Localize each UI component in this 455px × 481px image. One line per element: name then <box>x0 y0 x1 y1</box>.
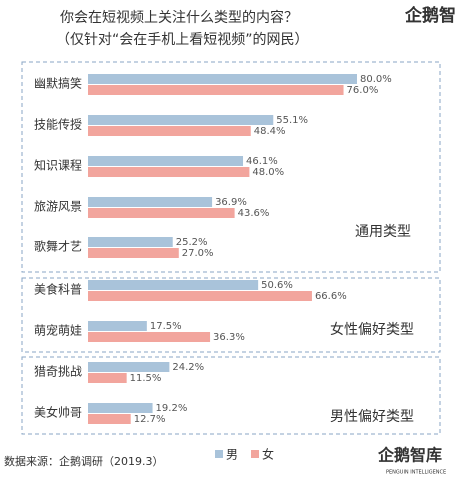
category-label: 美女帅哥 <box>34 405 82 420</box>
value-label: 36.3% <box>213 332 245 343</box>
bar <box>88 403 153 413</box>
category-label: 技能传授 <box>34 117 82 132</box>
group-box <box>21 356 441 435</box>
legend-swatch <box>215 450 223 458</box>
logo: 企鹅智库 <box>377 446 442 465</box>
bar <box>88 208 235 218</box>
bar <box>88 126 251 136</box>
value-label: 11.5% <box>130 373 162 384</box>
value-label: 46.1% <box>246 156 278 167</box>
value-label: 48.4% <box>254 126 286 137</box>
bar <box>88 291 312 301</box>
bar <box>88 115 274 125</box>
value-label: 24.2% <box>172 362 204 373</box>
legend-label: 女 <box>262 447 274 462</box>
value-label: 36.9% <box>215 197 247 208</box>
chart-subtitle: （仅针对“会在手机上看短视频”的网民） <box>56 32 309 48</box>
bar <box>88 321 147 331</box>
bar <box>88 414 131 424</box>
category-label: 知识课程 <box>34 158 82 173</box>
value-label: 17.5% <box>150 321 182 332</box>
category-label: 歌舞才艺 <box>34 239 82 254</box>
logo: 企鹅智 <box>404 5 455 26</box>
category-label: 猎奇挑战 <box>34 365 82 379</box>
legend-label: 男 <box>226 448 238 462</box>
value-label: 12.7% <box>134 414 166 425</box>
bar <box>88 197 213 207</box>
group-label: 女性偏好类型 <box>330 321 414 338</box>
legend-swatch <box>251 450 259 458</box>
bar <box>88 237 173 247</box>
value-label: 80.0% <box>360 74 392 85</box>
chart-title: 你会在短视频上关注什么类型的内容？ <box>60 9 298 26</box>
bar <box>88 167 250 177</box>
source: 数据来源：企鹅调研（2019.3） <box>4 454 164 468</box>
bar <box>88 362 170 372</box>
value-label: 66.6% <box>315 291 347 302</box>
group-label: 通用类型 <box>355 224 411 240</box>
value-label: 27.0% <box>182 248 214 259</box>
value-label: 43.6% <box>238 208 270 219</box>
value-label: 48.0% <box>252 167 284 178</box>
value-label: 55.1% <box>276 115 308 126</box>
category-label: 旅游风景 <box>34 200 82 214</box>
value-label: 19.2% <box>156 403 188 414</box>
category-label: 幽默搞笑 <box>34 76 82 91</box>
value-label: 76.0% <box>347 85 379 96</box>
group-label: 男性偏好类型 <box>330 409 414 425</box>
bar <box>88 156 244 166</box>
category-label: 萌宠萌娃 <box>34 323 82 338</box>
bar <box>88 280 259 290</box>
value-label: 50.6% <box>261 280 293 291</box>
group-box <box>21 61 441 273</box>
bar <box>88 74 357 84</box>
bar <box>88 373 127 383</box>
category-label: 美食科普 <box>34 282 82 297</box>
logo-subtitle: PENGUIN INTELLIGENCE <box>386 470 446 476</box>
bar <box>88 248 179 258</box>
value-label: 25.2% <box>176 237 208 248</box>
bar <box>88 85 344 95</box>
group-box <box>21 277 441 353</box>
bar <box>88 332 211 342</box>
